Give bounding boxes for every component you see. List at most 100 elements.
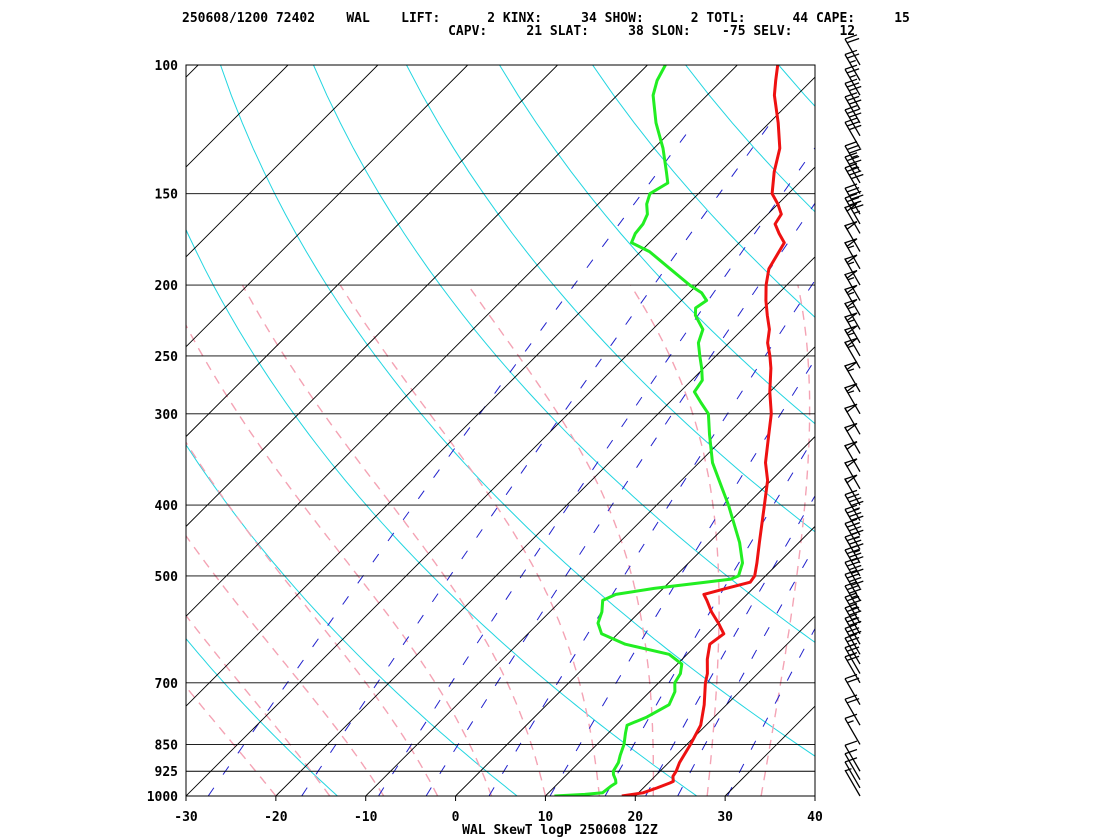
isotherm [814, 795, 815, 796]
barb-staff [844, 242, 861, 270]
mixing-ratio-line [549, 358, 815, 796]
isotherm [186, 65, 648, 528]
barb-staff [844, 744, 861, 772]
barb-feather [851, 154, 858, 159]
barb-staff [844, 574, 861, 601]
dry-adiabat [778, 65, 815, 108]
barb-staff [844, 628, 861, 655]
wind-barb [844, 441, 861, 472]
barb-feather [853, 507, 861, 511]
barb-pennant [844, 403, 858, 413]
isotherm [455, 435, 815, 796]
barb-staff [844, 637, 861, 665]
temperature-tick-label: -20 [264, 810, 288, 825]
barb-feather [847, 276, 855, 281]
moist-adiabat [339, 284, 600, 796]
barb-feather [846, 53, 860, 59]
dry-adiabat [685, 65, 815, 213]
wind-barb [844, 269, 861, 301]
temperature-tick-label: 30 [717, 810, 733, 825]
barb-feather [844, 740, 858, 746]
wind-barb [844, 474, 861, 506]
dry-adiabat [592, 65, 815, 318]
isotherm [545, 525, 815, 796]
barb-feather [844, 518, 858, 525]
moist-adiabat [186, 534, 385, 796]
barb-staff [844, 617, 861, 645]
barb-staff [844, 187, 861, 215]
wind-barb [844, 422, 861, 454]
barb-feather [847, 368, 855, 372]
barb-staff [844, 303, 861, 330]
barb-feather [851, 515, 864, 521]
barb-pennant [844, 441, 858, 451]
mixing-ratio-line [645, 494, 815, 796]
barb-staff [844, 54, 861, 81]
barb-staff [844, 509, 861, 536]
wind-barb [844, 202, 861, 234]
isotherm [634, 615, 815, 796]
wind-barb [844, 254, 861, 286]
barb-feather [848, 599, 862, 605]
barb-staff [844, 156, 861, 184]
barb-staff [844, 38, 861, 66]
barb-feather [846, 655, 860, 662]
barb-staff [844, 698, 861, 726]
barb-feather [846, 595, 860, 602]
barb-feather [844, 49, 858, 56]
pressure-tick-label: 200 [155, 279, 179, 294]
barb-staff [844, 289, 861, 316]
moist-adiabat [467, 284, 655, 796]
barb-feather [846, 144, 860, 151]
barb-staff [844, 68, 861, 96]
pressure-tick-label: 250 [155, 350, 179, 365]
barb-staff [844, 769, 861, 797]
barb-staff [844, 407, 861, 435]
wind-barb [844, 489, 864, 521]
wind-barb [844, 78, 862, 110]
barb-feather [844, 489, 858, 496]
isotherm [186, 65, 379, 258]
wind-barb [844, 403, 861, 435]
barb-staff [844, 753, 861, 781]
barb-staff [844, 478, 861, 506]
barb-pennant [844, 474, 858, 484]
wind-barb [844, 713, 861, 745]
isotherm [724, 705, 815, 796]
wind-barb [844, 757, 861, 789]
header-line-1: 250608/1200 72402 WAL LIFT: 2 KINX: 34 S… [182, 11, 910, 26]
barb-staff [844, 145, 861, 173]
barb-feather [853, 521, 861, 526]
barb-feather [846, 508, 860, 514]
barb-pennant [844, 298, 858, 309]
barb-pennant [844, 238, 858, 248]
barb-staff [844, 342, 861, 369]
isotherm [275, 256, 815, 796]
wind-barb [844, 768, 861, 797]
pressure-tick-label: 1000 [147, 790, 178, 805]
barb-feather [847, 720, 854, 724]
barb-feather [847, 390, 855, 394]
barb-feather [844, 64, 858, 70]
wind-barb [844, 361, 861, 393]
barb-pennant [844, 422, 858, 433]
barb-feather [847, 245, 855, 249]
barb-staff [844, 607, 861, 635]
wind-barb [844, 298, 861, 330]
plot-frame [185, 64, 816, 797]
barb-staff [844, 761, 861, 789]
pressure-tick-label: 700 [155, 677, 179, 692]
barb-feather [844, 78, 858, 85]
barb-feather [849, 59, 856, 64]
barb-staff [844, 656, 861, 684]
barb-staff [844, 678, 861, 705]
barb-staff [844, 365, 861, 393]
wind-barb [844, 383, 861, 415]
barb-staff [844, 562, 861, 589]
series-layer [554, 65, 786, 796]
dewpoint-profile [554, 65, 744, 796]
isotherm [186, 65, 738, 617]
mixing-ratio-line [677, 544, 815, 796]
pressure-tick-label: 150 [155, 188, 179, 203]
pressure-tick-label: 100 [155, 59, 179, 74]
